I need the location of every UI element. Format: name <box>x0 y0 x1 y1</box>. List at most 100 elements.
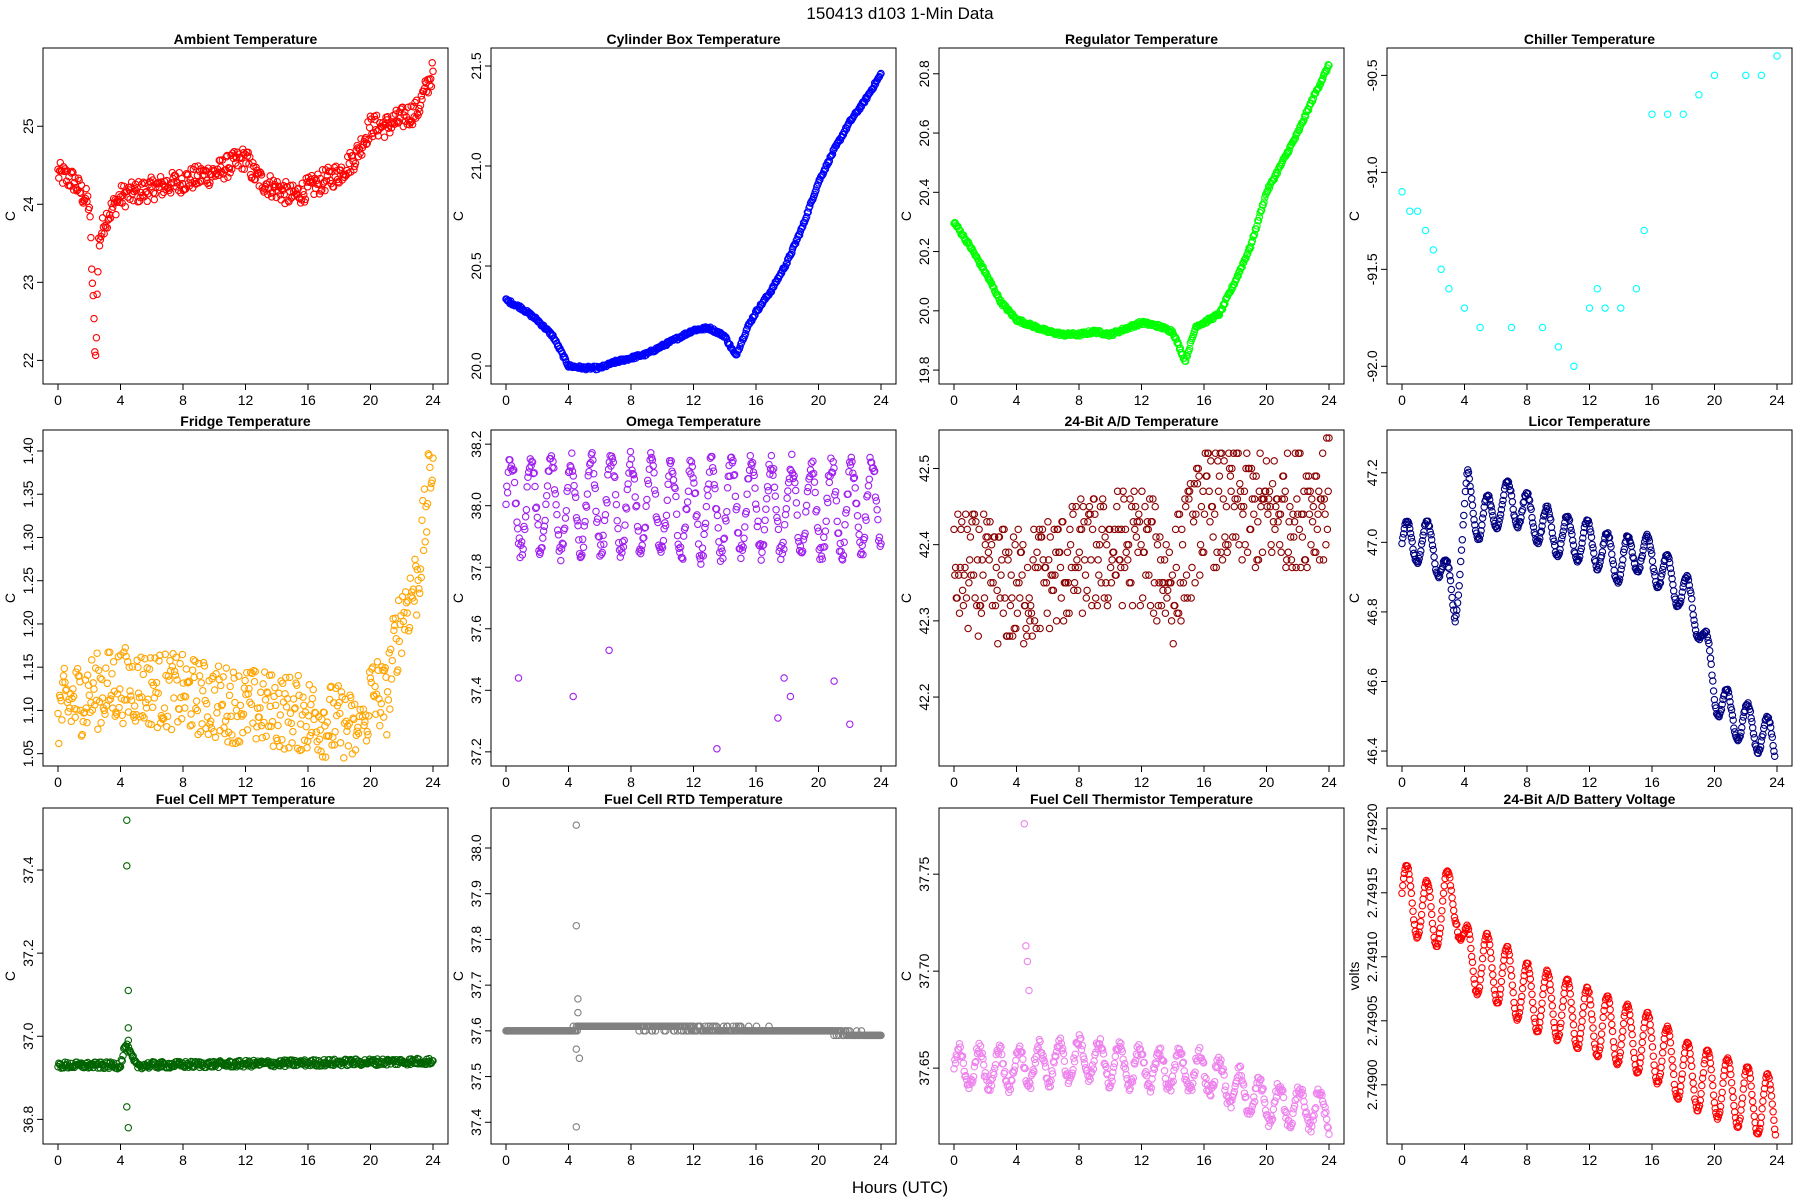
data-point <box>188 666 197 675</box>
data-point <box>225 691 234 700</box>
data-point <box>98 694 107 702</box>
data-point <box>175 705 184 713</box>
data-point <box>112 710 121 719</box>
data-point <box>329 183 338 191</box>
data-point <box>1167 617 1176 625</box>
data-point <box>174 178 182 187</box>
x-tick-label: 8 <box>179 774 187 790</box>
data-point <box>334 177 343 186</box>
data-point <box>366 674 375 682</box>
data-point <box>1090 495 1098 503</box>
data-point <box>1066 540 1075 549</box>
data-point <box>1290 518 1299 526</box>
data-point <box>641 523 650 532</box>
data-point <box>247 700 256 709</box>
data-point <box>1196 571 1204 579</box>
data-point <box>426 484 435 492</box>
data-point <box>305 681 314 689</box>
data-point <box>621 521 629 529</box>
y-axis-label: C <box>450 211 466 221</box>
data-point <box>123 862 131 870</box>
data-point <box>101 710 109 718</box>
data-point <box>1274 518 1282 526</box>
data-point <box>798 547 807 556</box>
x-tick-label: 4 <box>117 1152 125 1168</box>
data-point <box>1248 237 1257 245</box>
data-point <box>820 533 828 542</box>
data-point <box>534 521 542 529</box>
data-point <box>65 704 74 712</box>
data-point <box>176 659 184 668</box>
x-tick-label: 8 <box>627 392 635 408</box>
data-point <box>332 684 340 693</box>
data-point <box>1471 521 1479 529</box>
x-tick-label: 20 <box>811 1152 827 1168</box>
data-point <box>538 543 546 552</box>
y-tick-label: 20.5 <box>468 252 484 279</box>
data-point <box>600 516 609 525</box>
data-point <box>87 233 95 242</box>
data-point <box>316 726 325 734</box>
data-point <box>385 649 393 657</box>
data-point <box>572 1123 581 1131</box>
data-point <box>69 692 78 701</box>
data-point <box>241 676 249 685</box>
data-point <box>640 533 648 542</box>
data-point <box>1197 502 1206 511</box>
data-point <box>379 713 388 721</box>
y-tick-label: 37.6 <box>468 1017 484 1044</box>
y-tick-label: 37.5 <box>468 1063 484 1090</box>
data-point <box>1476 531 1485 539</box>
data-point <box>593 515 602 523</box>
data-point <box>1137 540 1145 549</box>
data-point <box>570 481 578 490</box>
data-point <box>383 113 392 121</box>
data-point <box>1066 525 1074 534</box>
data-point <box>270 692 278 701</box>
data-point <box>191 162 199 171</box>
data-point <box>588 449 596 457</box>
data-point <box>551 490 560 498</box>
data-point <box>770 483 779 492</box>
data-point <box>301 195 310 204</box>
data-point <box>165 676 173 684</box>
data-point <box>1154 601 1163 610</box>
data-point <box>1195 472 1203 480</box>
data-point <box>139 670 148 679</box>
data-point <box>249 719 257 727</box>
data-point <box>852 499 861 508</box>
x-tick-label: 24 <box>425 392 441 408</box>
data-point <box>791 486 800 495</box>
data-point <box>315 735 324 744</box>
data-point <box>1128 601 1137 610</box>
data-point <box>94 725 102 733</box>
panel-title: Omega Temperature <box>626 413 761 429</box>
data-point <box>791 239 800 248</box>
data-point <box>1270 457 1278 465</box>
data-point <box>965 579 973 587</box>
data-point <box>522 506 531 514</box>
data-point <box>323 718 332 726</box>
data-point <box>1095 571 1103 579</box>
data-point <box>1069 510 1077 518</box>
data-point <box>345 719 353 728</box>
data-point <box>1263 502 1271 511</box>
data-point <box>1034 533 1043 541</box>
data-point <box>394 596 403 605</box>
data-point <box>974 632 983 640</box>
data-point <box>1288 563 1296 572</box>
data-point <box>736 342 744 351</box>
data-point <box>1131 502 1140 511</box>
data-point <box>755 541 763 549</box>
data-point <box>1289 510 1297 518</box>
data-point <box>719 554 727 563</box>
data-point <box>260 718 268 727</box>
data-point <box>1167 579 1175 587</box>
data-point <box>1003 632 1011 640</box>
data-point <box>585 467 593 476</box>
data-point <box>1234 272 1242 280</box>
data-point <box>1228 533 1237 541</box>
data-point <box>1181 357 1190 365</box>
data-point <box>326 683 335 692</box>
